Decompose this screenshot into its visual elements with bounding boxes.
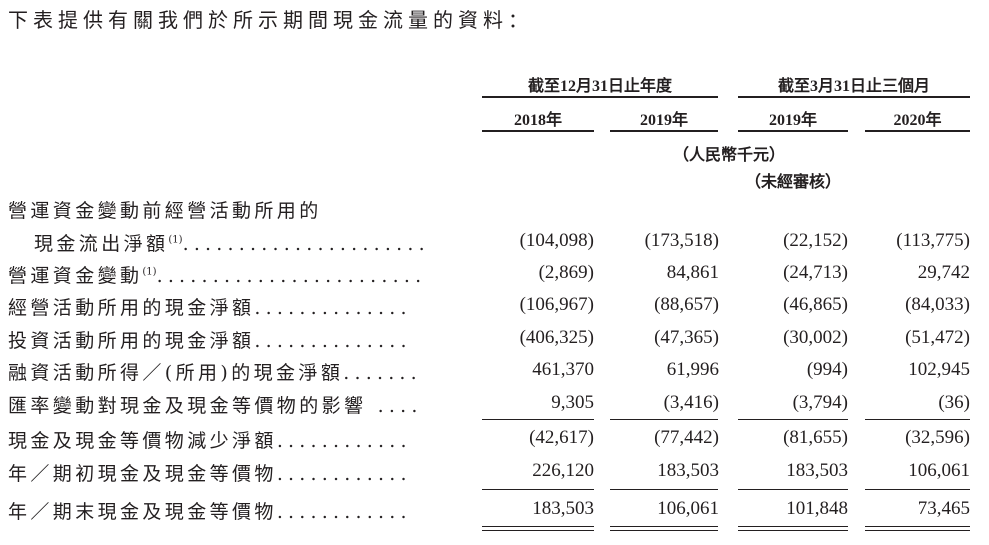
year-2018: 2018年 xyxy=(513,112,562,129)
unaudited-label: （未經審核） xyxy=(744,172,841,191)
cell: 183,503 xyxy=(786,460,848,481)
cell: (173,518) xyxy=(644,230,719,251)
subtotal-rule xyxy=(482,489,594,490)
cell: 183,503 xyxy=(657,460,719,481)
header-group-quarter: 截至3月31日止三個月 xyxy=(777,78,930,95)
subtotal-rule xyxy=(610,419,718,420)
total-double-rule xyxy=(738,526,848,531)
cell: (36) xyxy=(938,392,970,413)
year-rule xyxy=(738,130,848,132)
cell: 106,061 xyxy=(908,460,970,481)
cell: (3,416) xyxy=(663,392,719,413)
year-2019: 2019年 xyxy=(639,112,688,129)
subtotal-rule xyxy=(482,419,594,420)
total-double-rule xyxy=(610,526,718,531)
row-label: 現金及現金等價物減少淨額............ xyxy=(8,430,412,452)
cell: (2,869) xyxy=(538,262,594,283)
table-row: 現金流出淨額(1)...................... (104,098… xyxy=(0,229,989,259)
cell: 61,996 xyxy=(666,359,719,380)
table-row: 現金及現金等價物減少淨額............ (42,617) (77,44… xyxy=(0,426,989,456)
cell: 73,465 xyxy=(917,498,970,519)
table-row-title: 營運資金變動前經營活動所用的 xyxy=(0,196,989,226)
cell: (994) xyxy=(806,359,848,380)
subtotal-rule xyxy=(865,419,970,420)
table-row: 經營活動所用的現金淨額.............. (106,967) (88,… xyxy=(0,293,989,323)
cell: (3,794) xyxy=(792,392,848,413)
row-label: 現金流出淨額(1)...................... xyxy=(34,233,430,255)
cell: (51,472) xyxy=(905,327,970,348)
row-label: 年／期初現金及現金等價物............ xyxy=(8,463,412,485)
cell: (81,655) xyxy=(783,427,848,448)
cell: (30,002) xyxy=(783,327,848,348)
table-row: 投資活動所用的現金淨額.............. (406,325) (47,… xyxy=(0,326,989,356)
intro-text: 下表提供有關我們於所示期間現金流量的資料： xyxy=(8,8,533,32)
table-row: 融資活動所得／(所用)的現金淨額....... 461,370 61,996 (… xyxy=(0,358,989,388)
cell: (46,865) xyxy=(783,294,848,315)
year-rule xyxy=(610,130,718,132)
table-row-total: 年／期末現金及現金等價物............ 183,503 106,061… xyxy=(0,497,989,527)
row-label: 年／期末現金及現金等價物............ xyxy=(8,501,412,523)
subtotal-rule xyxy=(738,419,848,420)
table-row: 營運資金變動(1)........................ (2,869… xyxy=(0,261,989,291)
cell: (22,152) xyxy=(783,230,848,251)
cell: (406,325) xyxy=(519,327,594,348)
subtotal-rule xyxy=(738,489,848,490)
header-group-annual: 截至12月31日止年度 xyxy=(527,78,672,95)
cell: 226,120 xyxy=(532,460,594,481)
subtotal-rule xyxy=(610,489,718,490)
year-2020-q: 2020年 xyxy=(893,112,942,129)
cell: (84,033) xyxy=(905,294,970,315)
cell: (88,657) xyxy=(654,294,719,315)
year-2019-q: 2019年 xyxy=(768,112,817,129)
cell: 183,503 xyxy=(532,498,594,519)
year-rule xyxy=(482,130,594,132)
cell: 461,370 xyxy=(532,359,594,380)
cell: 102,945 xyxy=(908,359,970,380)
row-label: 融資活動所得／(所用)的現金淨額....... xyxy=(8,362,422,384)
cell: 101,848 xyxy=(786,498,848,519)
row-label: 營運資金變動前經營活動所用的 xyxy=(8,200,322,222)
cell: (113,775) xyxy=(896,230,970,251)
subtotal-rule xyxy=(865,489,970,490)
row-label: 營運資金變動(1)........................ xyxy=(8,265,427,287)
row-label: 投資活動所用的現金淨額.............. xyxy=(8,330,412,352)
cell: (42,617) xyxy=(529,427,594,448)
header-rule xyxy=(482,96,718,98)
cell: (106,967) xyxy=(519,294,594,315)
total-double-rule xyxy=(482,526,594,531)
cell: (24,713) xyxy=(783,262,848,283)
cell: (77,442) xyxy=(654,427,719,448)
cell: (32,596) xyxy=(905,427,970,448)
row-label: 經營活動所用的現金淨額.............. xyxy=(8,297,412,319)
table-row: 年／期初現金及現金等價物............ 226,120 183,503… xyxy=(0,459,989,489)
cell: (104,098) xyxy=(519,230,594,251)
unit-label: （人民幣千元） xyxy=(672,145,785,164)
header-rule xyxy=(738,96,970,98)
cell: (47,365) xyxy=(654,327,719,348)
table-row: 匯率變動對現金及現金等價物的影響 .... 9,305 (3,416) (3,7… xyxy=(0,391,989,421)
cell: 9,305 xyxy=(551,392,594,413)
cell: 106,061 xyxy=(657,498,719,519)
cell: 29,742 xyxy=(917,262,970,283)
year-rule xyxy=(865,130,970,132)
row-label: 匯率變動對現金及現金等價物的影響 .... xyxy=(8,395,423,417)
cell: 84,861 xyxy=(666,262,719,283)
total-double-rule xyxy=(865,526,970,531)
